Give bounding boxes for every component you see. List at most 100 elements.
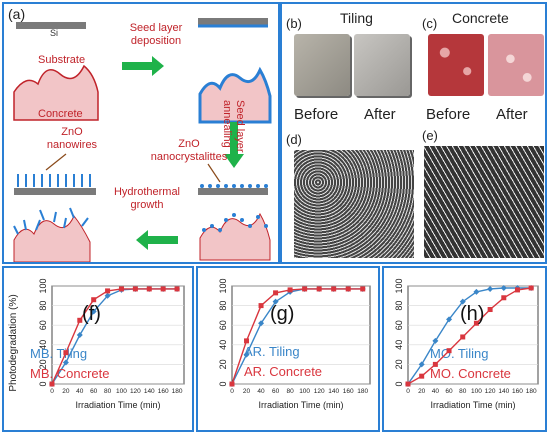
data-point bbox=[258, 320, 265, 327]
panel-label: (g) bbox=[270, 303, 294, 325]
series-line-tiling bbox=[407, 287, 532, 385]
y-tick-label: 80 bbox=[218, 301, 228, 311]
data-point bbox=[77, 317, 83, 323]
nanocrystals-label: ZnO nanocrystalittes bbox=[144, 138, 234, 164]
y-tick-label: 60 bbox=[38, 320, 48, 330]
series-line-concrete bbox=[231, 288, 363, 385]
chart-panel-g: 0 20 40 60 80 100 0 20 40 60 80 100 120 140 160 180 Irra… bbox=[196, 266, 380, 432]
data-point bbox=[514, 287, 520, 293]
data-point bbox=[459, 298, 466, 305]
x-tick-label: 20 bbox=[62, 388, 70, 395]
hydrothermal-line2: growth bbox=[130, 199, 164, 211]
series-label-concrete: MB. Concrete bbox=[30, 366, 109, 381]
x-tick-label: 20 bbox=[243, 388, 251, 395]
y-tick-label: 80 bbox=[38, 301, 48, 311]
data-point bbox=[446, 316, 453, 323]
y-tick-label: 60 bbox=[218, 320, 228, 330]
nanocrystals-line1: ZnO bbox=[178, 138, 200, 150]
panel-e-label: (e) bbox=[422, 128, 438, 143]
y-tick-label: 20 bbox=[394, 359, 404, 369]
y-tick-label: 0 bbox=[394, 381, 404, 386]
data-point bbox=[405, 381, 411, 387]
panel-photos: (b) Tiling (c) Concrete Before After Bef… bbox=[280, 2, 547, 264]
y-tick-label: 0 bbox=[38, 381, 48, 386]
x-tick-label: 60 bbox=[445, 388, 453, 395]
x-tick-label: 80 bbox=[104, 388, 112, 395]
data-point bbox=[104, 292, 111, 299]
panel-a: (a) bbox=[2, 2, 280, 264]
data-point bbox=[287, 287, 293, 293]
y-tick-label: 20 bbox=[38, 359, 48, 369]
data-point bbox=[273, 290, 279, 296]
data-point bbox=[132, 286, 138, 292]
concrete-label: Concrete bbox=[38, 108, 83, 120]
y-tick-label: 100 bbox=[218, 278, 228, 293]
x-tick-label: 0 bbox=[230, 388, 234, 395]
panel-d-label: (d) bbox=[286, 132, 302, 147]
data-point bbox=[76, 332, 83, 338]
x-tick-label: 180 bbox=[526, 388, 537, 395]
series-label-tiling: MO. Tiling bbox=[430, 346, 489, 361]
nanowires-label: ZnO nanowires bbox=[42, 126, 102, 152]
x-tick-label: 40 bbox=[432, 388, 440, 395]
data-point bbox=[501, 295, 507, 301]
data-point bbox=[316, 286, 322, 292]
concrete-before-photo bbox=[428, 34, 484, 96]
nanocrystals-line2: nanocrystalittes bbox=[150, 151, 228, 163]
data-point bbox=[345, 286, 351, 292]
tiling-after-photo bbox=[354, 34, 410, 96]
data-point bbox=[528, 285, 534, 291]
data-point bbox=[432, 337, 439, 344]
panel-b-title: Tiling bbox=[340, 10, 373, 26]
data-point bbox=[418, 361, 425, 368]
y-tick-label: 40 bbox=[394, 340, 404, 350]
y-tick-label: 100 bbox=[394, 278, 404, 293]
seed-deposition-line1: Seed layer bbox=[129, 22, 183, 34]
hydrothermal-line1: Hydrothermal bbox=[113, 186, 181, 198]
x-tick-label: 140 bbox=[328, 388, 339, 395]
x-axis-label: Irradiation Time (min) bbox=[430, 400, 515, 410]
series-label-tiling: MB. Tiling bbox=[30, 346, 87, 361]
y-tick-label: 40 bbox=[38, 340, 48, 350]
x-tick-label: 140 bbox=[144, 388, 155, 395]
series-line-concrete bbox=[407, 287, 532, 385]
x-tick-label: 100 bbox=[116, 388, 127, 395]
chart-panel-h: 0 20 40 60 80 100 0 20 40 60 80 100 120 140 160 180 Irra… bbox=[382, 266, 547, 432]
data-point bbox=[460, 334, 466, 340]
data-point bbox=[487, 285, 494, 292]
y-tick-label: 80 bbox=[394, 301, 404, 311]
tiling-after-label: After bbox=[364, 106, 396, 123]
data-point bbox=[419, 373, 425, 379]
series-line-concrete bbox=[51, 288, 178, 385]
y-tick-label: 0 bbox=[218, 381, 228, 386]
x-tick-label: 80 bbox=[286, 388, 294, 395]
x-tick-label: 40 bbox=[257, 388, 265, 395]
x-tick-label: 0 bbox=[406, 388, 410, 395]
concrete-before-label: Before bbox=[426, 106, 471, 123]
data-point bbox=[229, 381, 235, 387]
x-tick-label: 180 bbox=[172, 388, 183, 395]
data-point bbox=[331, 286, 337, 292]
panel-c-title: Concrete bbox=[452, 10, 509, 26]
x-tick-label: 120 bbox=[130, 388, 141, 395]
concrete-after-label: After bbox=[496, 106, 528, 123]
sem-image-e bbox=[424, 146, 544, 258]
nanowires-line2: nanowires bbox=[46, 139, 98, 151]
x-tick-label: 80 bbox=[459, 388, 467, 395]
data-point bbox=[258, 303, 264, 309]
panel-a-label: (a) bbox=[8, 6, 26, 22]
x-tick-label: 120 bbox=[485, 388, 496, 395]
data-point bbox=[302, 286, 308, 292]
data-point bbox=[62, 359, 69, 366]
panel-label: (h) bbox=[460, 303, 484, 325]
data-point bbox=[105, 288, 111, 294]
seed-annealing-line1: Seed layer bbox=[234, 100, 246, 153]
x-tick-label: 60 bbox=[90, 388, 98, 395]
y-tick-label: 40 bbox=[218, 340, 228, 350]
x-tick-label: 120 bbox=[314, 388, 325, 395]
x-tick-label: 160 bbox=[343, 388, 354, 395]
data-point bbox=[91, 297, 97, 303]
